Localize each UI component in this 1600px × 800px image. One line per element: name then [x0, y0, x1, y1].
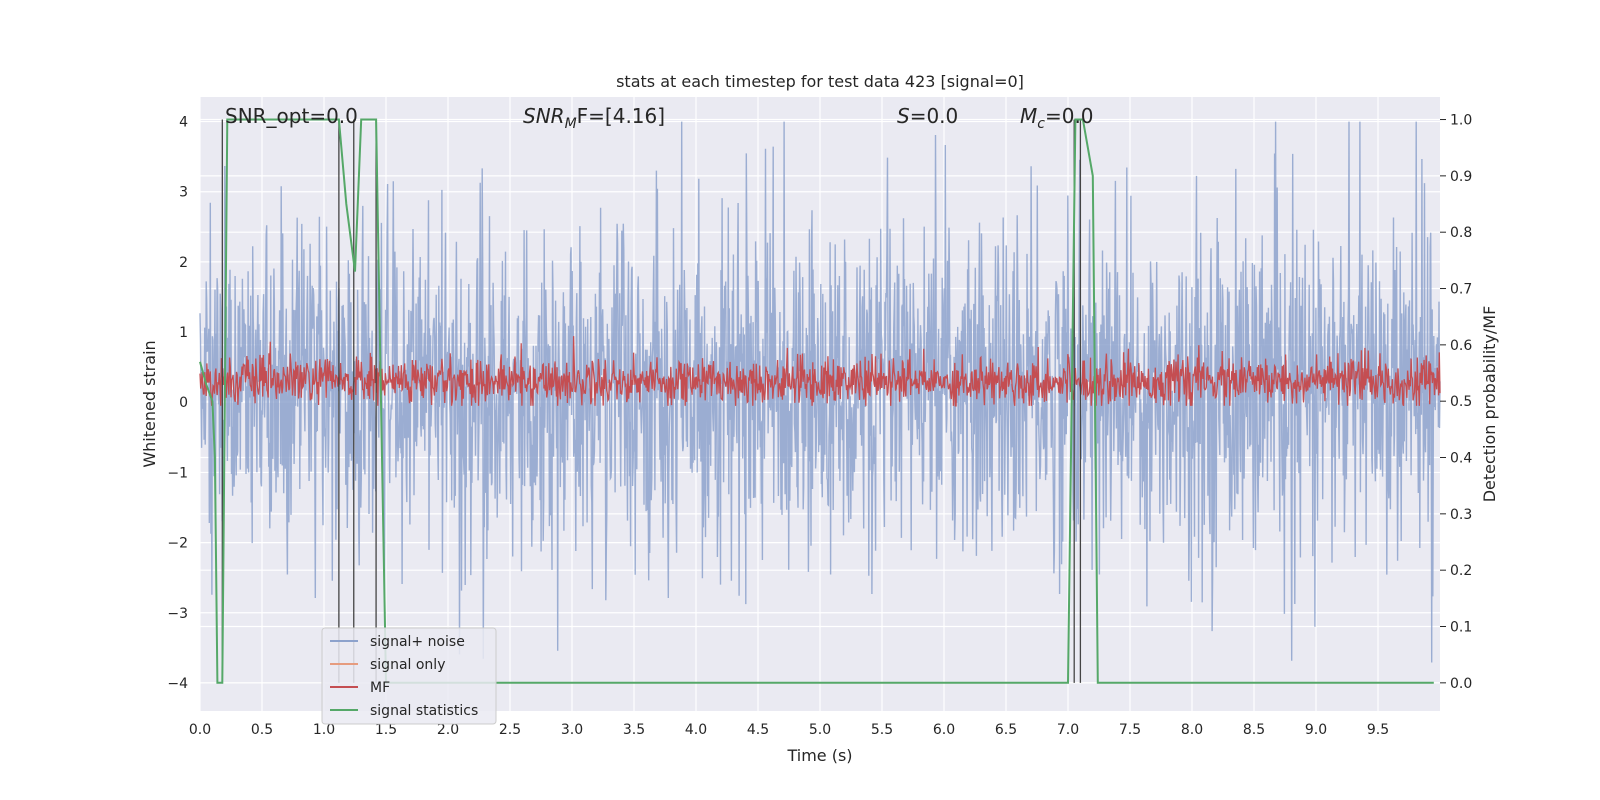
y-axis-label-right: Detection probability/MF	[1480, 306, 1499, 503]
annotation-mc: Mc=0.0	[1020, 104, 1094, 132]
s-val: =0.0	[910, 104, 959, 128]
x-tick-label: 4.5	[747, 722, 769, 738]
y-tick-label-right: 0.9	[1450, 169, 1472, 185]
y-tick-label-right: 0.1	[1450, 620, 1472, 636]
y-tick-label-right: 0.0	[1450, 676, 1472, 692]
legend-label-signal-statistics: signal statistics	[370, 703, 478, 719]
x-tick-label: 0.0	[189, 722, 211, 738]
snr-mf-prefix: SNR	[523, 104, 565, 128]
x-tick-label: 5.0	[809, 722, 831, 738]
mc-var: M	[1020, 104, 1037, 128]
y-tick-labels-left: 4 3 2 1 0 −1 −2 −3 −4	[167, 115, 188, 692]
x-tick-label: 0.5	[251, 722, 273, 738]
legend-label-signal-noise: signal+ noise	[370, 634, 465, 650]
snr-mf-suffix: F=[4.16]	[577, 104, 665, 128]
legend-label-mf: MF	[370, 680, 390, 696]
mc-sub: c	[1037, 116, 1045, 132]
x-tick-label: 9.5	[1367, 722, 1389, 738]
legend-label-signal-only: signal only	[370, 657, 445, 673]
series-signal-statistics	[199, 118, 1434, 684]
y-tick-label-right: 0.3	[1450, 507, 1472, 523]
x-tick-label: 4.0	[685, 722, 707, 738]
x-tick-label: 3.0	[561, 722, 583, 738]
s-var: S	[897, 104, 910, 128]
legend-box	[321, 627, 497, 725]
y-tick-label-left: −4	[167, 676, 188, 692]
annotation-snr-opt: SNR_opt=0.0	[225, 104, 358, 128]
x-tick-label: 2.5	[499, 722, 521, 738]
y-tick-label-right: 0.6	[1450, 338, 1472, 354]
y-tick-label-left: 0	[179, 395, 188, 411]
x-tick-label: 8.5	[1243, 722, 1265, 738]
y-tick-label-left: 4	[179, 115, 188, 131]
y-tick-label-left: −2	[167, 536, 188, 552]
y-tick-label-left: −1	[167, 465, 188, 481]
y-tick-label-right: 1.0	[1450, 113, 1472, 129]
x-tick-labels: 0.0 0.5 1.0 1.5 2.0 2.5 3.0 3.5 4.0 4.5 5.0 5.5 6.0 6…	[189, 722, 1389, 738]
y-tick-label-left: 3	[179, 185, 188, 201]
x-tick-label: 3.5	[623, 722, 645, 738]
series-mf	[199, 336, 1441, 407]
y-tick-label-right: 0.4	[1450, 451, 1472, 467]
y-tick-label-left: 1	[179, 325, 188, 341]
line-signal-statistics	[199, 118, 1434, 684]
x-tick-label: 7.5	[1119, 722, 1141, 738]
x-tick-label: 6.0	[933, 722, 955, 738]
x-axis-label: Time (s)	[786, 746, 852, 765]
snr-mf-sub: M	[565, 116, 577, 132]
y-tick-labels-right: 1.0 0.9 0.8 0.7 0.6 0.5 0.4 0.3 0.2 0.1 0.0	[1440, 113, 1472, 692]
x-tick-label: 2.0	[437, 722, 459, 738]
y-tick-label-right: 0.7	[1450, 282, 1472, 298]
y-tick-label-left: 2	[179, 255, 188, 271]
x-tick-label: 1.0	[313, 722, 335, 738]
x-tick-label: 7.0	[1057, 722, 1079, 738]
x-tick-label: 1.5	[375, 722, 397, 738]
y-tick-label-right: 0.8	[1450, 225, 1472, 241]
y-tick-label-right: 0.5	[1450, 394, 1472, 410]
y-tick-label-left: −3	[167, 606, 188, 622]
x-tick-label: 9.0	[1305, 722, 1327, 738]
annotation-s: S=0.0	[897, 104, 958, 128]
y-axis-label-left: Whitened strain	[140, 340, 159, 467]
x-tick-label: 5.5	[871, 722, 893, 738]
legend: signal+ noise signal only MF signal stat…	[321, 627, 497, 725]
mc-val: =0.0	[1045, 104, 1094, 128]
annotation-snr-mf: SNRMF=[4.16]	[523, 104, 665, 132]
x-tick-label: 8.0	[1181, 722, 1203, 738]
line-mf	[199, 336, 1441, 407]
y-tick-label-right: 0.2	[1450, 563, 1472, 579]
x-tick-label: 6.5	[995, 722, 1017, 738]
chart-title: stats at each timestep for test data 423…	[616, 72, 1024, 91]
